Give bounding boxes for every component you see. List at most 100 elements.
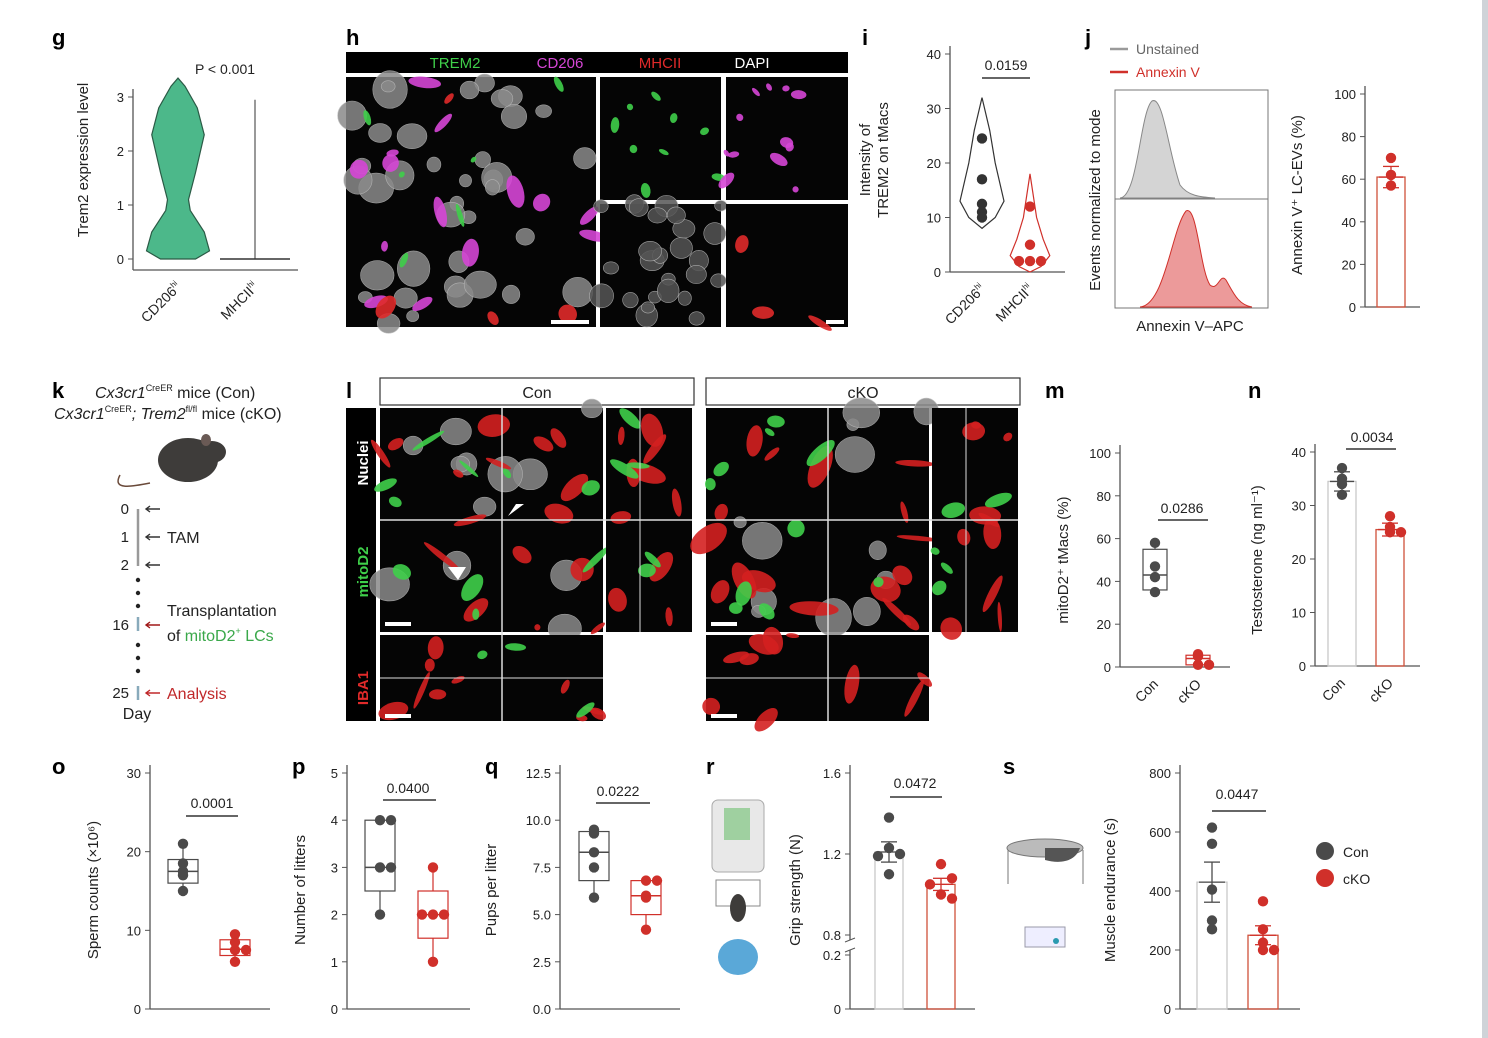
- panel-letter-n: n: [1248, 378, 1261, 403]
- iba1-signal: [904, 679, 925, 717]
- y-axis-label: Muscle endurance (s): [1102, 818, 1119, 962]
- cell-nucleus: [853, 596, 881, 627]
- mitod2-signal: [412, 430, 445, 451]
- y-axis-label: Annexin V⁺ LC-EVs (%): [1289, 115, 1306, 275]
- x-category-label: CD206hi: [138, 279, 185, 326]
- mhcii-signal: [375, 295, 397, 319]
- cd206-signal: [792, 186, 799, 193]
- cd206-signal: [790, 90, 807, 100]
- trem2-signal: [470, 156, 477, 163]
- legend-dot-cko: [1316, 869, 1334, 887]
- data-point: [894, 848, 906, 860]
- iba1-signal: [370, 439, 391, 468]
- data-point: [240, 944, 252, 956]
- y-tick-label: 10.0: [526, 813, 551, 828]
- label-part: hi: [972, 281, 983, 292]
- iba1-signal: [485, 457, 512, 470]
- y-tick-label: 60: [1342, 172, 1356, 187]
- y-tick-label: 0.0: [533, 1002, 551, 1017]
- iba1-signal: [895, 460, 935, 467]
- iba1-signal: [739, 653, 759, 666]
- y-tick-label: 3: [331, 860, 338, 875]
- label-part: CreER: [105, 404, 133, 414]
- trem2-signal: [651, 91, 661, 101]
- y-tick-label: 1: [331, 955, 338, 970]
- data-point: [1149, 537, 1161, 549]
- data-point: [946, 873, 958, 884]
- cell-nucleus: [666, 206, 686, 224]
- mitod2-signal: [374, 478, 397, 492]
- box: [364, 819, 396, 892]
- image-side-cko: [930, 408, 1018, 640]
- iba1-signal: [764, 447, 780, 461]
- arrow-icon: [144, 533, 160, 541]
- chart-j_bar: 0 20 40 60 80 100 Annexin V⁺ LC-EVs (%): [1289, 86, 1420, 315]
- y-tick-label: 40: [1342, 215, 1356, 230]
- iba1-signal: [882, 597, 912, 626]
- data-point: [1203, 659, 1215, 671]
- y-tick-label: 20: [1342, 257, 1356, 272]
- data-point: [1024, 239, 1036, 250]
- cell-nucleus: [368, 123, 392, 143]
- cell-nucleus: [834, 436, 875, 473]
- x-category-label: CD206hi: [942, 281, 989, 328]
- row-label-iba1: IBA1: [355, 671, 372, 705]
- y-tick-label: 10: [927, 211, 941, 226]
- y-tick-label: 80: [1342, 130, 1356, 145]
- y-tick-label: 0: [1104, 660, 1111, 675]
- trem2-signal: [363, 110, 372, 126]
- cell-nucleus: [439, 417, 472, 446]
- trem2-signal: [399, 252, 409, 268]
- chart-p: 0 1 2 3 4 5 Number of litters 0.0400: [292, 765, 470, 1017]
- cd206-signal: [461, 238, 479, 267]
- data-point: [588, 892, 600, 903]
- mitod2-signal: [705, 477, 716, 491]
- y-tick-label: 20: [1292, 552, 1306, 567]
- data-point: [935, 858, 947, 870]
- trem2-signal: [455, 203, 465, 227]
- iba1-signal: [665, 607, 673, 627]
- data-point: [1024, 201, 1036, 212]
- y-tick-label: 5: [331, 766, 338, 781]
- y-tick-label: 0: [1299, 659, 1306, 674]
- cell-nucleus: [490, 89, 514, 108]
- data-point: [588, 862, 600, 873]
- cell-nucleus: [380, 80, 396, 93]
- channel-label-cd206: CD206: [537, 55, 584, 72]
- y-tick-label: 1.2: [823, 847, 841, 862]
- cell-nucleus: [669, 237, 693, 259]
- y-tick-label: 10: [1292, 606, 1306, 621]
- cell-nucleus: [426, 156, 442, 173]
- cell-nucleus: [573, 147, 597, 170]
- legend-label: Annexin V: [1136, 64, 1200, 80]
- image-bottom-cko: [702, 626, 933, 732]
- cell-nucleus: [742, 522, 783, 560]
- y-axis-label: Events normalized to mode: [1087, 109, 1104, 291]
- iba1-signal: [550, 428, 567, 448]
- mitod2-signal: [610, 459, 639, 479]
- panel-letter-h: h: [346, 25, 359, 50]
- data-point: [883, 812, 895, 823]
- row-label-mitod2: mitoD2: [355, 547, 372, 598]
- data-point: [976, 212, 988, 223]
- iba1-signal: [690, 522, 727, 555]
- y-tick-label: 30: [1292, 499, 1306, 514]
- iba1-signal: [387, 437, 404, 451]
- label-part: fl/fl: [186, 404, 198, 414]
- y-tick-label: 20: [127, 845, 141, 860]
- y-tick-label: 30: [127, 766, 141, 781]
- cell-nucleus: [396, 250, 431, 287]
- y-tick-label: 2: [331, 908, 338, 923]
- label-part: Cx3cr1: [54, 406, 105, 423]
- histogram-unstained: [1119, 100, 1216, 199]
- cd206-signal: [412, 296, 433, 312]
- data-point: [374, 862, 386, 873]
- panel-letter-g: g: [52, 25, 65, 50]
- arrowhead-marker: [448, 567, 466, 580]
- data-point: [588, 847, 600, 858]
- mouse-head: [198, 441, 226, 463]
- data-point: [872, 850, 884, 862]
- image-main-cko: [690, 397, 940, 637]
- x-axis-label: Annexin V–APC: [1136, 318, 1244, 335]
- chart-o: 0 10 20 30 Sperm counts (×10⁶) 0.0001: [85, 765, 270, 1017]
